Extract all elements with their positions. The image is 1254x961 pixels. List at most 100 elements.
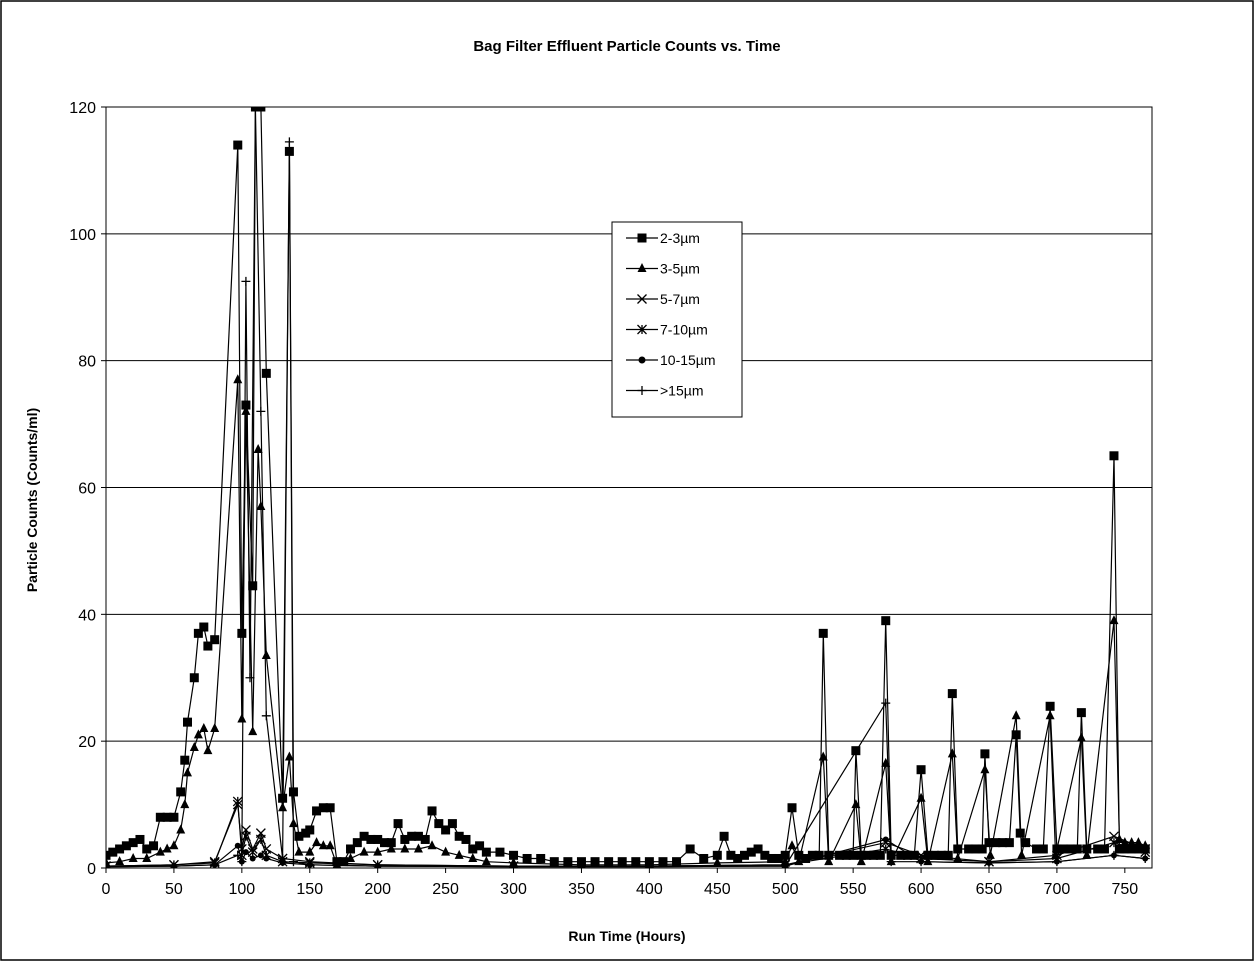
legend-marker bbox=[637, 386, 647, 395]
legend-marker bbox=[637, 324, 647, 335]
data-point bbox=[183, 767, 193, 777]
data-point bbox=[278, 853, 288, 863]
data-point bbox=[807, 850, 817, 860]
data-point bbox=[427, 806, 437, 816]
data-point bbox=[631, 857, 641, 867]
y-axis-title: Particle Counts (Counts/ml) bbox=[24, 407, 40, 593]
x-tick-label: 300 bbox=[500, 881, 527, 898]
legend-marker bbox=[637, 233, 647, 243]
x-tick-label: 700 bbox=[1044, 881, 1071, 898]
data-point bbox=[936, 850, 946, 860]
data-point bbox=[984, 858, 994, 868]
data-point bbox=[998, 838, 1008, 848]
data-point bbox=[909, 850, 919, 860]
x-axis-title: Run Time (Hours) bbox=[568, 928, 686, 944]
data-point bbox=[964, 844, 974, 854]
data-point bbox=[818, 751, 828, 761]
data-point bbox=[658, 857, 668, 867]
data-point bbox=[248, 581, 258, 591]
x-tick-label: 350 bbox=[568, 881, 595, 898]
data-point bbox=[325, 803, 335, 813]
legend-label: 7-10µm bbox=[660, 322, 708, 338]
data-point bbox=[712, 850, 722, 860]
data-point bbox=[135, 834, 145, 844]
data-point bbox=[835, 850, 845, 860]
data-point bbox=[943, 850, 953, 860]
data-point bbox=[234, 842, 241, 849]
data-point bbox=[346, 852, 356, 862]
x-tick-label: 100 bbox=[228, 881, 255, 898]
data-point bbox=[1011, 710, 1021, 720]
data-point bbox=[563, 857, 573, 867]
data-point bbox=[240, 831, 251, 842]
y-tick-label: 20 bbox=[78, 734, 96, 751]
data-point bbox=[739, 850, 749, 860]
data-point bbox=[848, 850, 858, 860]
data-point bbox=[169, 861, 179, 868]
legend-box bbox=[611, 221, 743, 418]
data-point bbox=[923, 850, 933, 860]
data-point bbox=[393, 819, 403, 829]
data-point bbox=[617, 857, 627, 867]
data-point bbox=[1076, 732, 1086, 742]
legend-marker bbox=[637, 263, 647, 272]
data-point bbox=[549, 857, 559, 867]
data-point bbox=[719, 831, 729, 841]
data-point bbox=[773, 853, 783, 863]
data-point bbox=[1114, 844, 1124, 854]
legend-item: 5-7µm bbox=[626, 291, 700, 307]
data-point bbox=[881, 698, 891, 708]
data-point bbox=[115, 844, 125, 854]
data-point bbox=[434, 819, 444, 829]
data-point bbox=[970, 844, 980, 854]
data-point bbox=[142, 852, 152, 862]
data-point bbox=[180, 799, 190, 809]
data-point bbox=[481, 847, 491, 857]
data-point bbox=[536, 853, 546, 863]
legend: 2-3µm 3-5µm 5-7µm 7-10µm 10-15µm >15µm bbox=[611, 221, 743, 418]
data-point bbox=[263, 855, 270, 862]
data-point bbox=[454, 831, 464, 841]
data-point bbox=[366, 834, 376, 844]
legend-item: 7-10µm bbox=[626, 322, 708, 338]
x-tick-label: 550 bbox=[840, 881, 867, 898]
data-point bbox=[142, 844, 152, 854]
data-point bbox=[1059, 844, 1069, 854]
data-point bbox=[881, 616, 891, 626]
data-point bbox=[780, 850, 790, 860]
data-point bbox=[1120, 837, 1130, 847]
data-point bbox=[916, 857, 926, 867]
y-tick-label: 60 bbox=[78, 481, 96, 498]
data-point bbox=[818, 628, 828, 638]
data-point bbox=[203, 745, 213, 755]
data-point bbox=[106, 862, 111, 868]
data-point bbox=[824, 856, 834, 866]
data-point bbox=[1038, 844, 1048, 854]
data-point bbox=[312, 837, 322, 847]
data-point bbox=[237, 713, 247, 723]
data-point bbox=[256, 107, 266, 112]
data-point bbox=[203, 641, 213, 651]
legend-label: >15µm bbox=[660, 383, 703, 399]
data-point bbox=[242, 849, 249, 856]
data-point bbox=[1127, 844, 1137, 854]
data-point bbox=[856, 856, 866, 866]
data-point bbox=[787, 840, 797, 850]
x-tick-label: 650 bbox=[976, 881, 1003, 898]
data-point bbox=[475, 841, 485, 851]
x-axis: 0 50 100 150 200 250 300 350 400 450 500 550 600 650 7… bbox=[102, 868, 1138, 898]
data-point bbox=[189, 742, 199, 752]
y-tick-label: 120 bbox=[69, 100, 96, 117]
data-point bbox=[869, 850, 879, 860]
data-point bbox=[787, 803, 797, 813]
data-point bbox=[199, 722, 209, 732]
data-point bbox=[305, 825, 315, 835]
data-point bbox=[346, 844, 356, 854]
data-point bbox=[189, 673, 199, 683]
data-point bbox=[284, 137, 294, 147]
data-point bbox=[162, 843, 172, 853]
data-point bbox=[108, 847, 118, 857]
data-point bbox=[644, 862, 654, 868]
data-point bbox=[1045, 701, 1055, 711]
legend-marker bbox=[637, 294, 647, 304]
